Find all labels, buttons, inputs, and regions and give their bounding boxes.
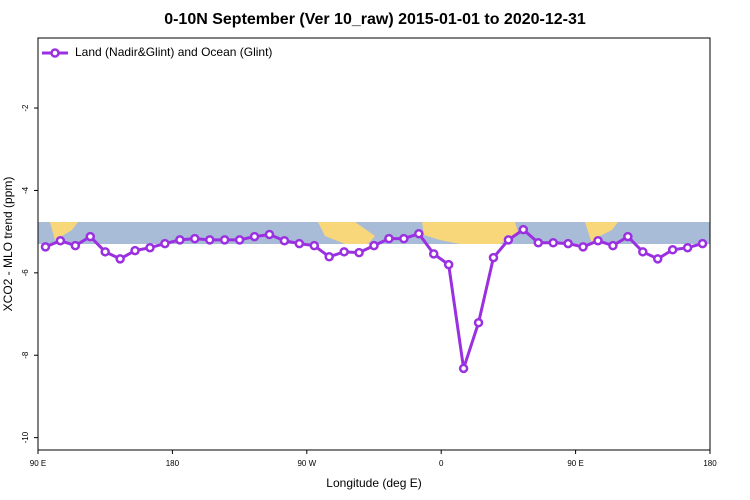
data-point bbox=[264, 229, 275, 240]
data-point bbox=[399, 233, 409, 244]
chart-title: 0-10N September (Ver 10_raw) 2015-01-01 … bbox=[164, 11, 586, 28]
x-tick-label: 0 bbox=[439, 459, 444, 468]
data-point bbox=[279, 235, 290, 246]
data-point bbox=[130, 245, 140, 256]
data-point bbox=[324, 252, 334, 262]
data-point bbox=[503, 235, 514, 245]
y-tick-label: -6 bbox=[21, 269, 30, 277]
plot-frame bbox=[37, 37, 711, 451]
data-point bbox=[608, 240, 618, 251]
data-point bbox=[458, 363, 469, 374]
x-tick-label: 180 bbox=[166, 459, 180, 468]
data-point bbox=[309, 240, 320, 251]
legend-label: Land (Nadir&Glint) and Ocean (Glint) bbox=[75, 45, 272, 59]
series-line bbox=[44, 227, 703, 369]
data-point bbox=[667, 245, 678, 255]
x-axis-title: Longitude (deg E) bbox=[326, 476, 421, 490]
x-tick-label: 90 E bbox=[30, 459, 46, 468]
map-strip bbox=[38, 222, 710, 244]
data-point bbox=[593, 235, 603, 246]
data-point bbox=[55, 235, 66, 246]
data-point bbox=[115, 254, 125, 264]
x-tick-label: 90 W bbox=[297, 459, 316, 468]
y-tick-label: -8 bbox=[21, 351, 30, 359]
x-tick-label: 180 bbox=[703, 459, 717, 468]
data-point bbox=[473, 317, 484, 328]
data-point bbox=[339, 247, 349, 257]
data-point bbox=[428, 249, 439, 259]
y-tick-label: -4 bbox=[21, 186, 30, 194]
data-point bbox=[219, 235, 230, 245]
data-point bbox=[294, 238, 305, 249]
data-point bbox=[682, 242, 693, 253]
data-point bbox=[190, 233, 200, 244]
data-point bbox=[204, 235, 215, 245]
data-point bbox=[234, 235, 245, 245]
data-point bbox=[100, 247, 110, 257]
data-point bbox=[354, 247, 364, 258]
data-point bbox=[578, 242, 588, 252]
data-point bbox=[623, 231, 633, 242]
data-point bbox=[85, 231, 96, 242]
data-point bbox=[533, 238, 544, 248]
y-axis-title: XCO2 - MLO trend (ppm) bbox=[1, 177, 15, 312]
y-tick-label: -10 bbox=[21, 431, 30, 443]
data-point bbox=[40, 242, 51, 252]
data-point bbox=[145, 242, 155, 253]
data-point bbox=[384, 233, 394, 244]
data-point bbox=[175, 235, 185, 245]
data-point bbox=[70, 240, 81, 251]
x-tick-label: 90 E bbox=[567, 459, 583, 468]
data-point bbox=[518, 224, 529, 235]
data-point bbox=[563, 238, 573, 249]
data-point bbox=[414, 228, 424, 239]
data-point bbox=[488, 252, 499, 263]
data-point bbox=[652, 254, 663, 264]
legend-marker bbox=[50, 48, 60, 58]
y-tick-label: -2 bbox=[21, 104, 30, 112]
data-point bbox=[548, 238, 558, 248]
data-point bbox=[249, 231, 260, 242]
data-point bbox=[697, 238, 708, 249]
data-point bbox=[638, 247, 648, 257]
data-point bbox=[443, 259, 454, 270]
data-point bbox=[160, 238, 170, 249]
data-point bbox=[369, 240, 379, 251]
